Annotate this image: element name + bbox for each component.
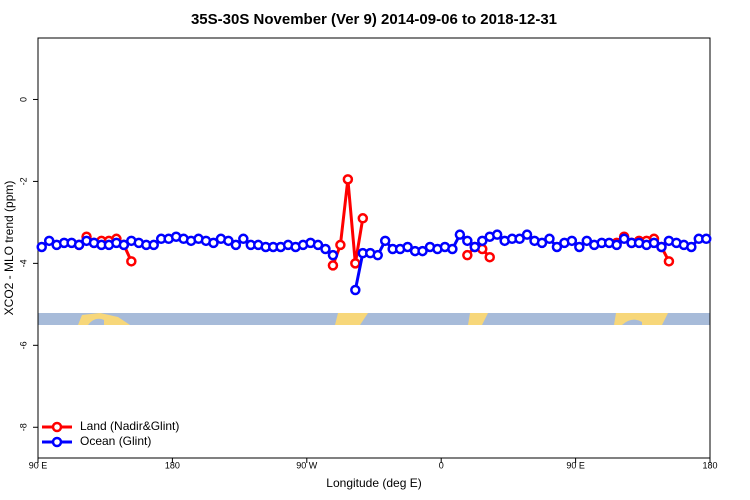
y-tick-label: 0	[18, 97, 28, 102]
legend-marker	[51, 436, 63, 448]
legend-label: Ocean (Glint)	[80, 434, 151, 448]
data-point	[335, 239, 346, 251]
map-strip	[38, 313, 710, 325]
y-tick-label: -8	[18, 423, 28, 431]
legend-marker	[51, 421, 63, 433]
data-point	[462, 249, 473, 261]
data-point	[417, 245, 428, 257]
data-point	[327, 260, 339, 271]
data-point	[230, 239, 242, 251]
y-tick-label: -2	[18, 177, 28, 185]
y-tick-label: -6	[18, 341, 28, 349]
data-point	[574, 241, 585, 253]
data-point	[238, 233, 249, 245]
data-point	[43, 235, 55, 247]
data-point	[618, 233, 630, 245]
data-point	[320, 243, 331, 255]
data-point	[223, 235, 234, 247]
data-point	[701, 233, 712, 245]
y-tick-label: -4	[18, 259, 28, 267]
data-point	[491, 229, 503, 240]
data-point	[208, 237, 219, 249]
data-point	[521, 229, 533, 240]
data-point	[469, 241, 481, 253]
data-point	[477, 235, 488, 247]
x-tick-label: 90 E	[566, 460, 585, 470]
data-point	[357, 213, 369, 224]
data-point	[379, 235, 391, 247]
data-point	[514, 233, 525, 245]
x-axis-label: Longitude (deg E)	[326, 476, 421, 490]
data-point	[566, 235, 578, 247]
legend-label: Land (Nadir&Glint)	[80, 419, 179, 433]
x-tick-label: 90 W	[296, 460, 318, 470]
data-point	[484, 251, 495, 263]
x-tick-label: 0	[439, 460, 444, 470]
data-point	[611, 239, 622, 251]
x-tick-label: 90 E	[29, 460, 48, 470]
x-tick-label: 180	[702, 460, 717, 470]
data-point	[327, 249, 339, 261]
data-point	[648, 237, 660, 249]
data-point	[686, 241, 697, 253]
y-axis-label: XCO2 - MLO trend (ppm)	[2, 181, 16, 316]
data-point	[342, 174, 354, 185]
data-point	[73, 239, 85, 251]
data-point	[402, 241, 413, 253]
data-point	[551, 241, 563, 253]
data-point	[462, 235, 473, 247]
data-point	[544, 233, 555, 245]
data-point	[148, 239, 159, 251]
data-point	[36, 241, 47, 253]
data-point	[350, 258, 361, 269]
data-point	[536, 237, 548, 249]
data-point	[118, 239, 130, 251]
data-point	[454, 229, 466, 240]
data-point	[312, 239, 324, 251]
data-point	[447, 243, 458, 255]
data-point	[350, 284, 361, 296]
data-point	[656, 241, 667, 253]
data-point	[581, 235, 593, 247]
x-tick-label: 180	[165, 460, 180, 470]
chart-title: 35S-30S November (Ver 9) 2014-09-06 to 2…	[191, 11, 557, 28]
data-point	[663, 256, 675, 267]
data-point	[372, 249, 383, 261]
data-point	[126, 256, 137, 267]
